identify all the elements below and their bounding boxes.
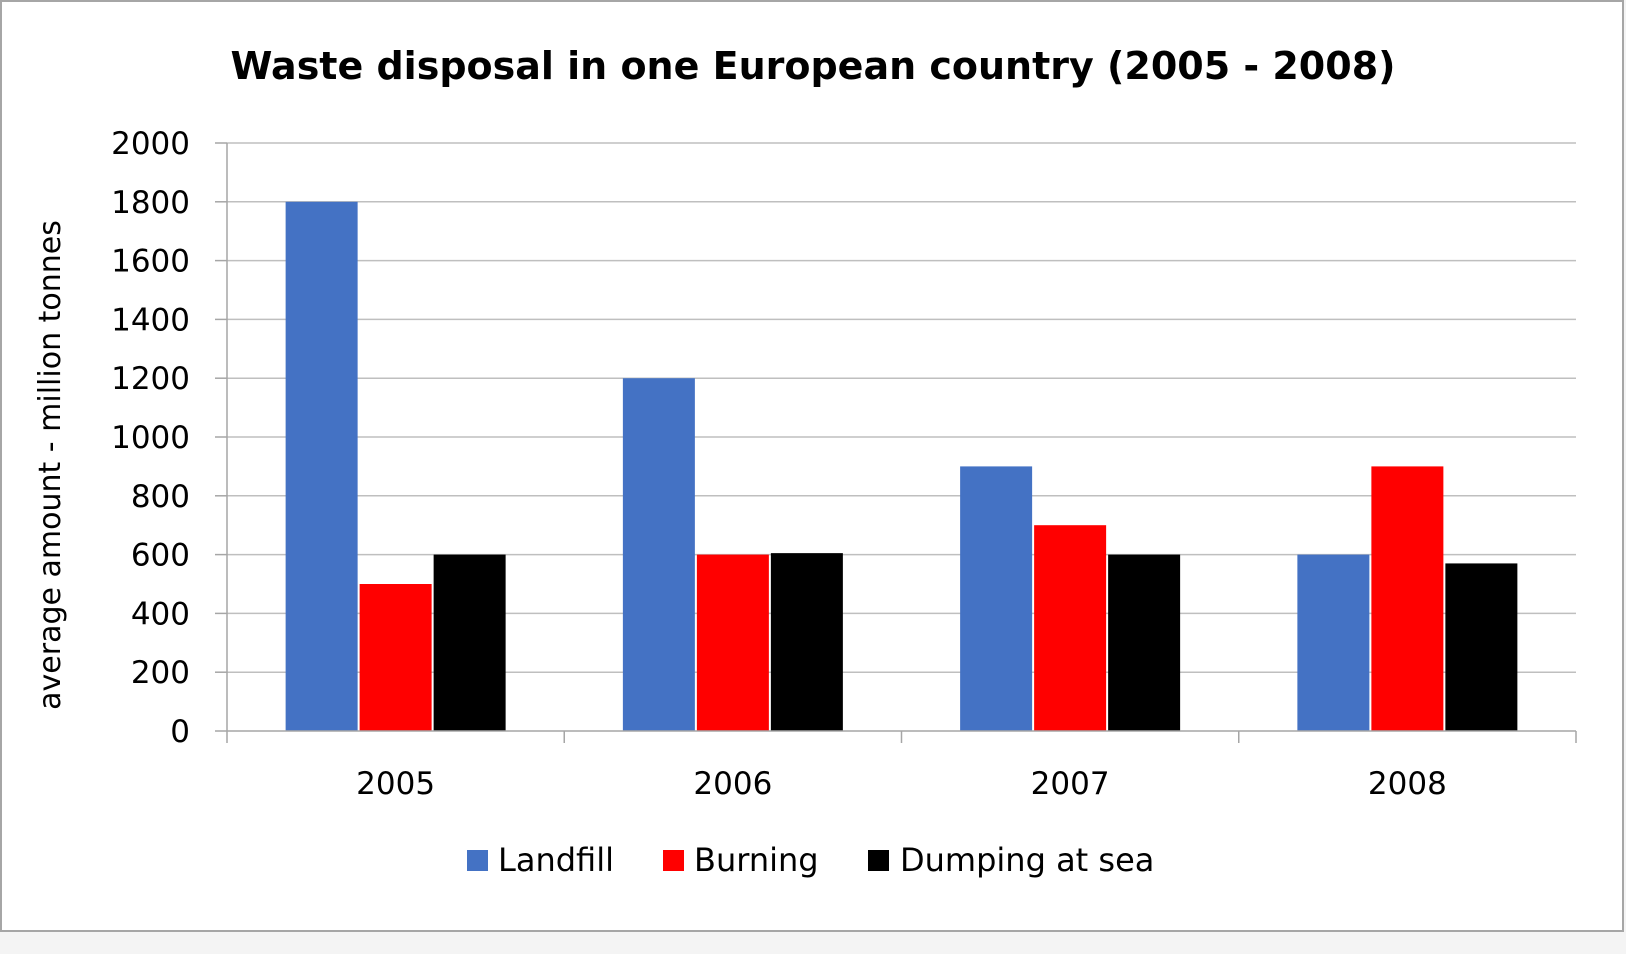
bar-burning-2006	[696, 554, 769, 731]
legend-label-burning: Burning	[694, 841, 819, 879]
y-tick-label: 800	[131, 479, 190, 515]
x-axis-tick-labels: 2005 2006 2007 2008	[356, 766, 1447, 802]
y-tick-label: 1600	[111, 244, 190, 280]
y-axis-tick-labels: 0 200 400 600 800 1000 1200 1400 1600 1800 2000	[111, 126, 190, 750]
legend-swatch-landfill	[467, 850, 488, 871]
x-tick-label: 2006	[693, 766, 772, 802]
y-axis-label: average amount - million tonnes	[33, 220, 68, 710]
y-tick-label: 400	[131, 596, 190, 632]
x-tick-label: 2008	[1368, 766, 1447, 802]
axes	[215, 142, 1577, 743]
y-tick-label: 200	[131, 655, 190, 691]
x-tick-label: 2007	[1031, 766, 1110, 802]
y-tick-label: 600	[131, 538, 190, 574]
bar-burning-2007	[1034, 525, 1107, 731]
y-tick-label: 1800	[111, 185, 190, 221]
legend-label-landfill: Landfill	[498, 841, 614, 879]
bar-landfill-2005	[285, 201, 358, 732]
bar-dumping-at-sea-2008	[1445, 563, 1518, 731]
bar-burning-2008	[1371, 466, 1444, 731]
legend-swatch-dumping-at-sea	[868, 850, 889, 871]
y-tick-label: 2000	[111, 126, 190, 162]
y-tick-label: 1000	[111, 420, 190, 456]
bar-dumping-at-sea-2007	[1108, 554, 1181, 731]
bar-burning-2005	[359, 584, 432, 731]
legend-swatch-burning	[663, 850, 684, 871]
bar-dumping-at-sea-2006	[770, 553, 843, 731]
y-tick-label: 1200	[111, 361, 190, 397]
y-tick-label: 1400	[111, 302, 190, 338]
bar-landfill-2006	[622, 378, 695, 731]
bar-dumping-at-sea-2005	[433, 554, 506, 731]
chart-area-border	[0, 0, 1624, 932]
x-tick-label: 2005	[356, 766, 435, 802]
legend: Landfill Burning Dumping at sea	[467, 841, 1154, 879]
bars	[285, 201, 1518, 732]
legend-label-dumping-at-sea: Dumping at sea	[900, 841, 1154, 879]
chart-title: Waste disposal in one European country (…	[230, 44, 1395, 88]
bar-landfill-2008	[1297, 554, 1370, 731]
bar-landfill-2007	[960, 466, 1033, 731]
y-tick-label: 0	[170, 714, 190, 750]
